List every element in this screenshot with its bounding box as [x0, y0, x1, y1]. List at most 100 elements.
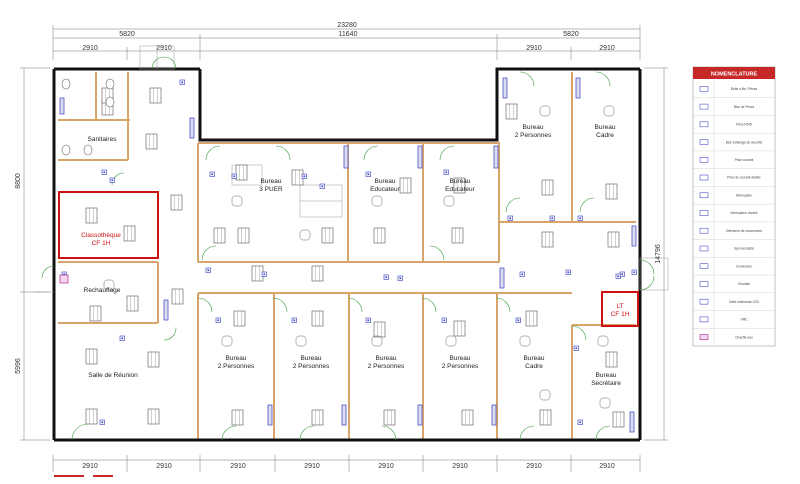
- socket-icon: [579, 217, 582, 220]
- socket-icon: [103, 171, 106, 174]
- radiator-icon: [631, 225, 637, 247]
- chair-icon: [295, 335, 307, 347]
- ceiling-light-icon: [149, 87, 162, 104]
- chair-icon: [103, 279, 115, 291]
- dim-bottom-module: 2910: [156, 463, 172, 470]
- socket-icon: [367, 173, 370, 176]
- dim-right-total: 14796: [655, 244, 662, 264]
- ceiling-light-icon: [85, 348, 98, 365]
- ceiling-light-icon: [607, 231, 620, 248]
- legend-item-label: Interrupteur double: [731, 211, 758, 215]
- room-label-bottom-office-type: 2 Personnes: [293, 363, 330, 370]
- socket-icon: [111, 179, 114, 182]
- chair-icon: [539, 105, 551, 117]
- ceiling-light-icon: [461, 409, 474, 426]
- room-label-bureau-2-personnes: Bureau: [523, 124, 544, 131]
- ceiling-light-icon: [453, 177, 466, 194]
- footer-marks: [54, 475, 113, 477]
- ceiling-light-icon: [311, 409, 324, 426]
- legend-item-label: Goulotte: [738, 282, 750, 286]
- room-label-bureau-educateur: Bureau: [450, 178, 471, 185]
- ceiling-light-icon: [147, 408, 160, 425]
- legend-item-label: Chauffe-eau: [735, 335, 753, 339]
- radiator-icon: [163, 299, 169, 321]
- ceiling-light-icon: [123, 225, 136, 242]
- socket-icon: [217, 319, 220, 322]
- radiator-icon: [417, 404, 423, 426]
- floor-box-icon: [699, 103, 709, 110]
- ceiling-light-icon: [541, 179, 554, 196]
- legend-item-label: Bloc éclairage de sécurité: [726, 140, 763, 144]
- building-details: [34, 45, 669, 293]
- room-label-bottom-office: Bureau: [524, 355, 545, 362]
- room-label-bottom-office-type: Cadre: [525, 363, 543, 370]
- room-label-bureau-educateur-type: Educateur: [370, 186, 400, 193]
- room-label-bottom-office: Bureau: [376, 355, 397, 362]
- socket-icon: [385, 276, 388, 279]
- ceiling-light-icon: [541, 231, 554, 248]
- legend-item-label: VMC: [740, 318, 748, 322]
- legend-header: [693, 67, 775, 79]
- ceiling-light-icon: [399, 177, 412, 194]
- double-socket-icon: [699, 121, 709, 128]
- socket-icon: [551, 217, 554, 220]
- room-label-sanitaires: Sanitaires: [88, 136, 118, 143]
- ceiling-light-icon: [235, 164, 248, 181]
- dim-top-module: 2910: [599, 45, 615, 52]
- radiator-icon: [575, 77, 581, 99]
- ceiling-light-icon: [237, 227, 250, 244]
- room-label-lt: LT: [616, 303, 623, 310]
- socket-icon: [263, 273, 266, 276]
- ceiling-light-icon: [85, 207, 98, 224]
- ceiling-light-icon: [373, 321, 386, 338]
- socket-icon: [181, 81, 184, 84]
- chair-icon: [299, 229, 311, 241]
- dim-bottom-module: 2910: [82, 463, 98, 470]
- legend-item-label: Bloc de Prises: [734, 105, 755, 109]
- radiator-icon: [629, 411, 635, 433]
- ceiling-light-icon: [605, 183, 618, 200]
- socket-icon: [521, 273, 524, 276]
- ceiling-light-icon: [453, 320, 466, 337]
- spot-icon: [699, 245, 709, 252]
- legend-item-label: Convecteur: [736, 264, 753, 268]
- socket-icon: [293, 319, 296, 322]
- toilet-icon: [105, 96, 115, 108]
- radiator-icon: [493, 145, 499, 169]
- radiator-icon: [499, 267, 505, 289]
- dim-top-module: 2910: [156, 45, 172, 52]
- legend: NOMENCLATURE Boîte à fils / Prises Bloc d…: [692, 66, 776, 347]
- chair-icon: [597, 335, 609, 347]
- radiator-icon: [341, 404, 347, 426]
- socket-icon: [101, 421, 104, 424]
- ceiling-light-icon: [605, 351, 618, 368]
- ceiling-light-icon: [251, 265, 264, 282]
- room-label-bottom-office: Bureau: [450, 355, 471, 362]
- room-label-bottom-office-type: 2 Personnes: [368, 363, 405, 370]
- dim-top-mid-span: 11640: [339, 31, 358, 38]
- radiator-icon: [59, 97, 65, 115]
- socket-icon: [233, 175, 236, 178]
- ceiling-light-icon: [233, 310, 246, 327]
- radiator-icon: [417, 145, 423, 169]
- dim-top-module: 2910: [526, 45, 542, 52]
- legend-item-label: Prise RJ45: [736, 123, 752, 127]
- legend-rows: Boîte à fils / Prises Bloc de Prises Prise…: [693, 80, 775, 347]
- room-label-bureau-educateur-type: Educateur: [445, 186, 475, 193]
- ceiling-light-icon: [373, 227, 386, 244]
- socket-icon: [579, 421, 582, 424]
- exterior-walls: [52, 67, 642, 442]
- legend-item-label: Prise de courant dédiée: [727, 176, 761, 180]
- room-label-classotheque-rating: CF 1H: [92, 240, 111, 247]
- legend-title: NOMENCLATURE: [711, 72, 758, 78]
- socket-box-icon: [699, 86, 709, 92]
- ceiling-light-icon: [85, 408, 98, 425]
- radiator-icon: [343, 145, 349, 169]
- room-label-bureau-3puer-type: 3 PUER: [259, 186, 283, 193]
- detector-icon: [699, 227, 709, 234]
- room-label-bureau-cadre: Bureau: [595, 124, 616, 131]
- ceiling-light-icon: [311, 310, 324, 327]
- chair-icon: [221, 335, 233, 347]
- room-label-bottom-office-type: 2 Personnes: [218, 363, 255, 370]
